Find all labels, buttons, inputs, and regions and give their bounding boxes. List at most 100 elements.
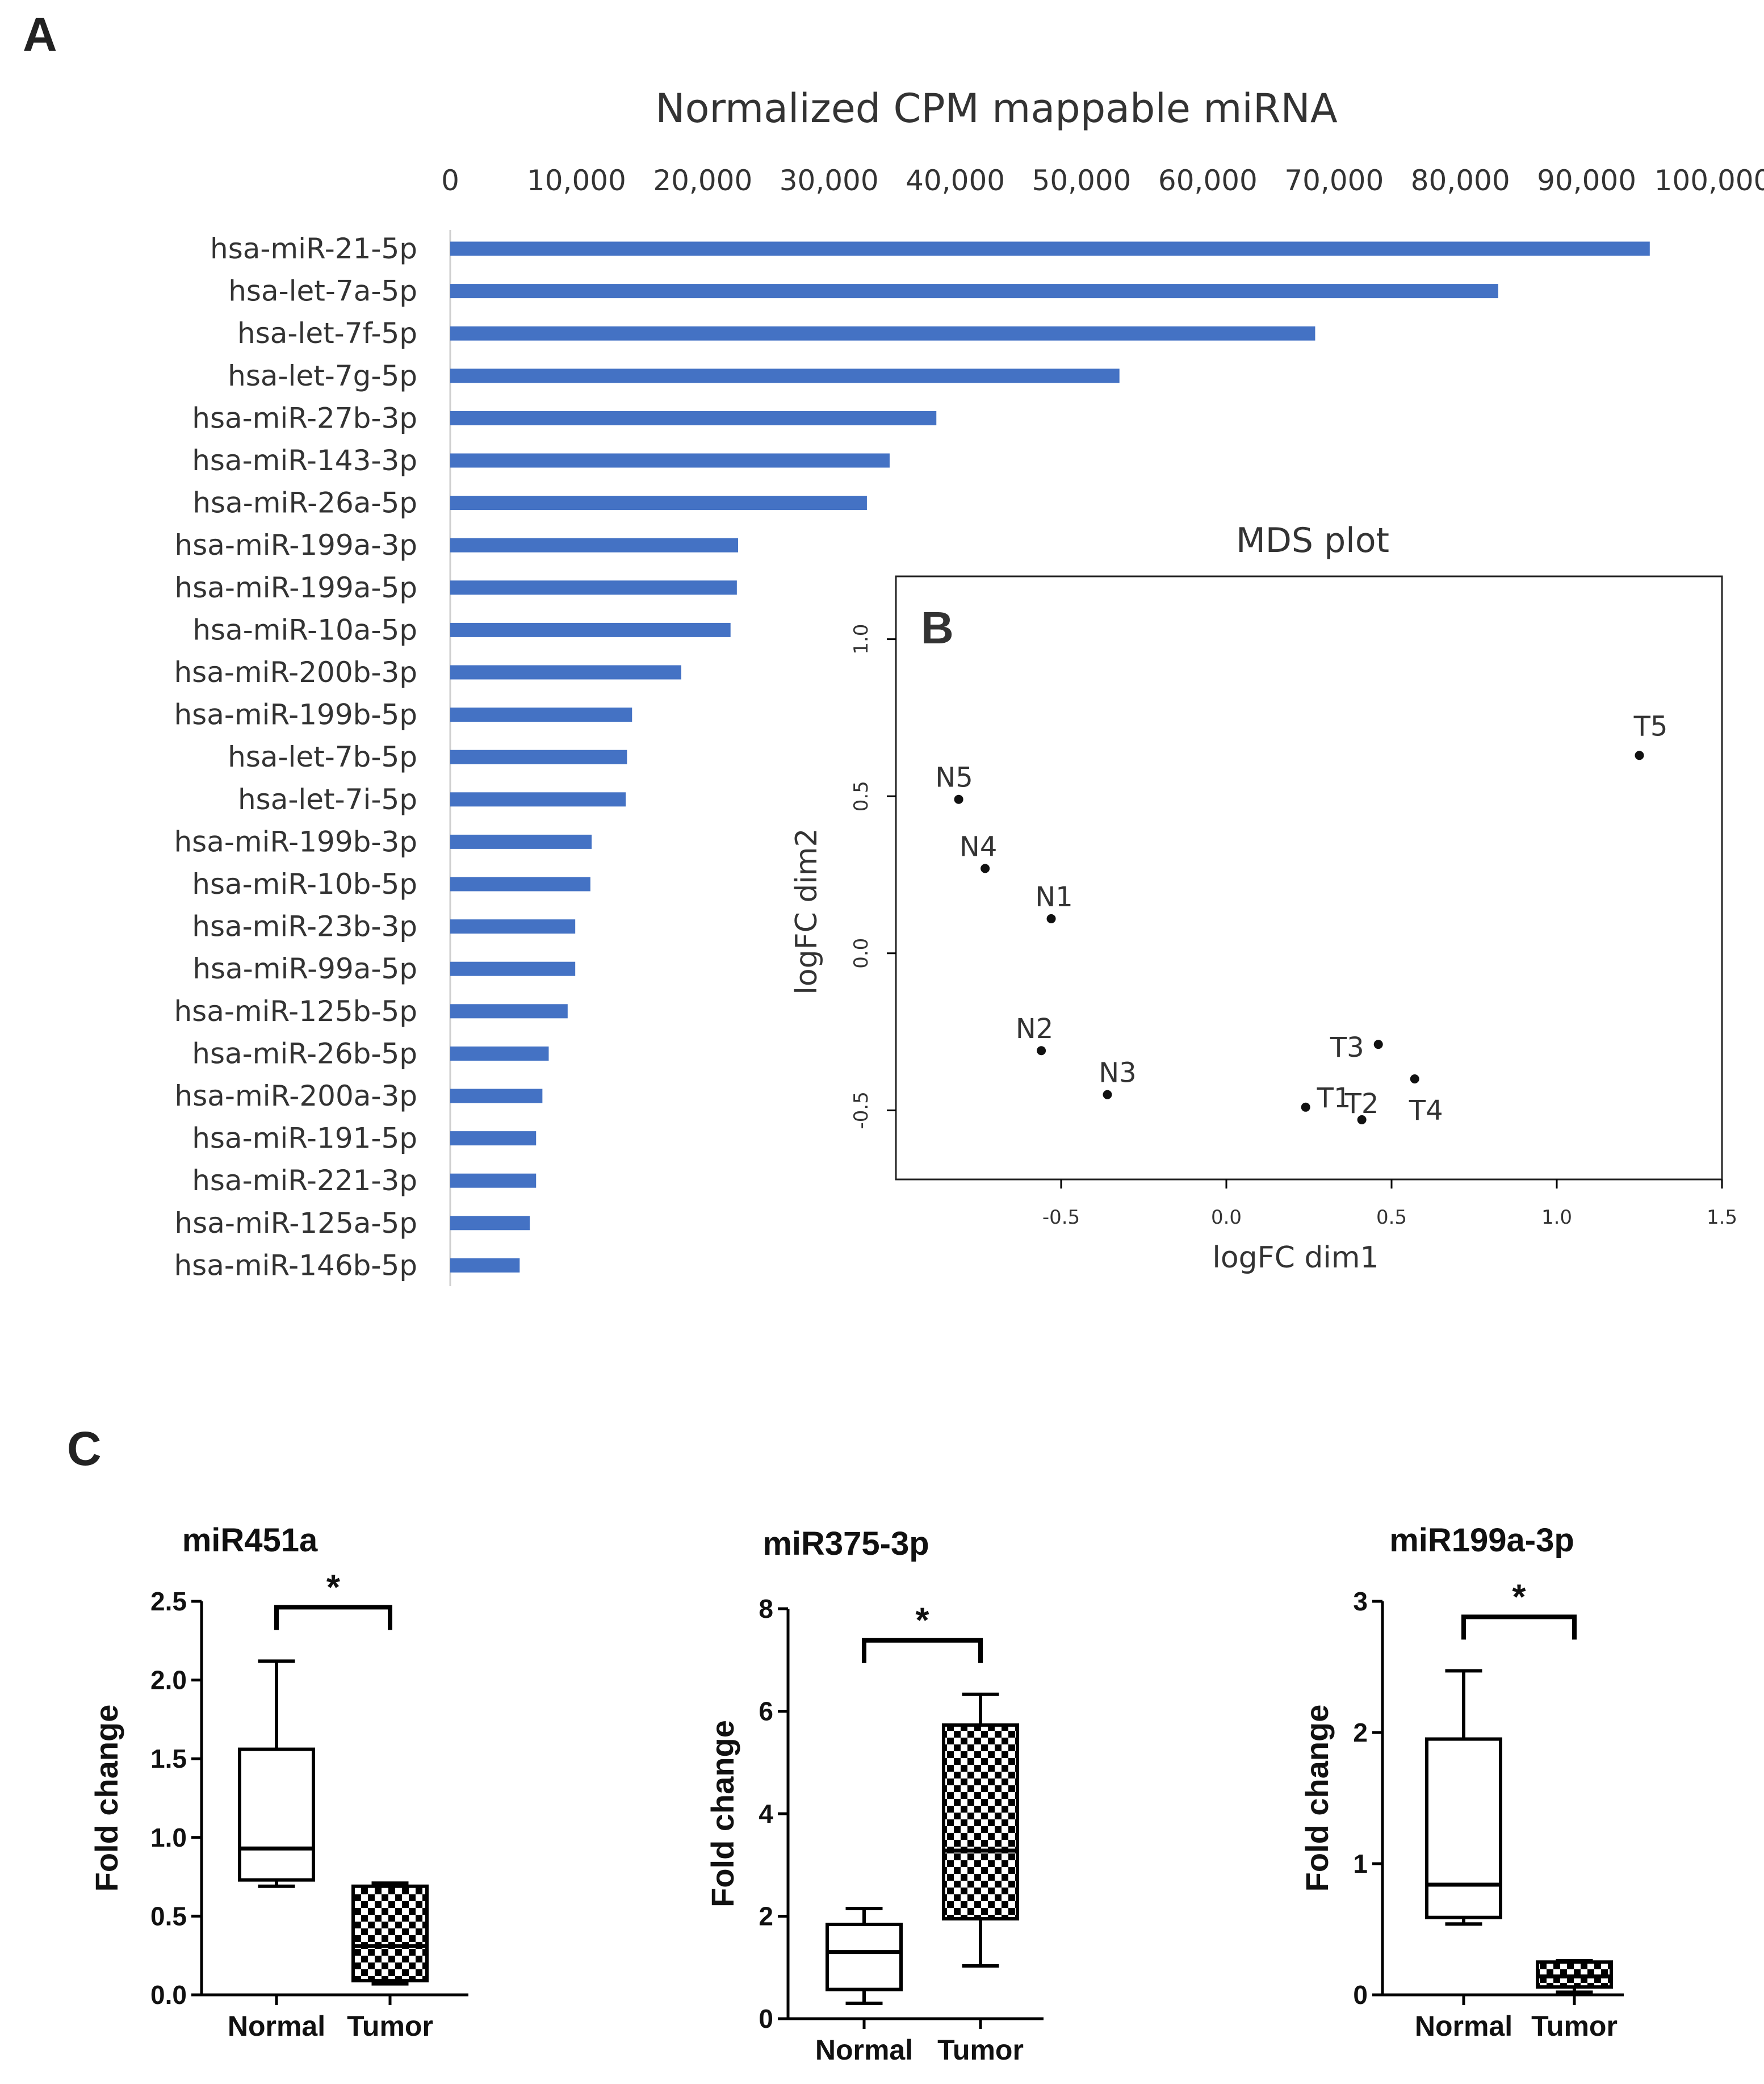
panel-label-a: A <box>23 8 57 61</box>
bar-hsa-miR-10a-5p <box>450 622 731 637</box>
mds-point-label: T3 <box>1330 1032 1364 1064</box>
bar-chart-category-label: hsa-let-7b-5p <box>228 740 417 773</box>
mds-x-tick-label: 0.5 <box>1376 1206 1407 1229</box>
mds-x-ticks: -0.5 0.0 0.5 1.0 1.5 <box>1042 1179 1737 1229</box>
boxplot-title: miR451a <box>182 1522 318 1559</box>
boxplot-mir375-3p: miR375-3p 0 2 4 6 8 Fold change Normal Tumor * <box>705 1525 1044 2066</box>
mds-y-tick-label: 1.0 <box>850 624 873 655</box>
mds-point-label: T5 <box>1633 710 1668 742</box>
bar-hsa-miR-125b-5p <box>450 1004 568 1019</box>
bar-hsa-miR-26b-5p <box>450 1046 549 1061</box>
bar-chart-category-label: hsa-miR-199a-3p <box>175 529 417 562</box>
boxplot-y-tick-label: 0.5 <box>150 1901 187 1931</box>
boxplot-y-axis-label: Fold change <box>89 1705 124 1892</box>
boxplot-y-tick-label: 3 <box>1353 1587 1368 1616</box>
bar-hsa-let-7i-5p <box>450 792 626 807</box>
boxplot-x-tick-label: Tumor <box>347 2010 433 2042</box>
panel-a-bar-chart: Normalized CPM mappable miRNA 0 10,000 20,… <box>174 85 1764 1286</box>
bar-chart-x-tick-label: 30,000 <box>780 164 879 197</box>
bar-chart-category-label: hsa-let-7i-5p <box>238 783 417 816</box>
bar-chart-category-label: hsa-let-7f-5p <box>237 317 417 350</box>
bar-hsa-miR-199a-5p <box>450 580 737 595</box>
mds-point-label: T2 <box>1344 1088 1379 1120</box>
panel-c-box-plots: miR451a 0.0 0.5 1.0 1.5 2.0 2.5 Fold change Norm… <box>89 1522 1624 2066</box>
bar-hsa-miR-27b-3p <box>450 411 937 425</box>
mds-point-T3 <box>1373 1040 1383 1049</box>
boxplot-x-tick-label: Normal <box>815 2034 913 2066</box>
boxplot-y-tick-label: 0 <box>759 2004 773 2033</box>
bar-chart-x-tick-label: 40,000 <box>906 164 1005 197</box>
mds-y-ticks: -0.5 0.0 0.5 1.0 <box>850 624 896 1129</box>
bar-chart-x-tick-label: 90,000 <box>1537 164 1636 197</box>
bar-chart-category-label: hsa-miR-125a-5p <box>175 1207 417 1240</box>
bar-hsa-let-7b-5p <box>450 750 627 764</box>
boxplot-y-tick-label: 1.0 <box>150 1823 187 1852</box>
bar-hsa-miR-10b-5p <box>450 877 590 892</box>
mds-x-tick-label: 0.0 <box>1211 1206 1242 1229</box>
mds-point-label: T1 <box>1317 1082 1351 1114</box>
bar-hsa-miR-26a-5p <box>450 496 867 510</box>
bar-chart-x-tick-label: 80,000 <box>1411 164 1510 197</box>
mds-point-label: T4 <box>1409 1095 1443 1127</box>
boxplot-title: miR375-3p <box>762 1525 929 1562</box>
bar-chart-category-label: hsa-miR-26a-5p <box>192 487 417 520</box>
panel-b-mds-plot: MDS plot B -0.5 0.0 0.5 1.0 1.5 -0.5 0.0 0.5 1.… <box>790 521 1737 1275</box>
mds-point-T2 <box>1357 1115 1367 1124</box>
bar-chart-category-label: hsa-miR-221-3p <box>192 1164 417 1197</box>
bar-hsa-miR-200a-3p <box>450 1089 543 1103</box>
bar-chart-title: Normalized CPM mappable miRNA <box>655 85 1338 132</box>
boxplot-mir451a: miR451a 0.0 0.5 1.0 1.5 2.0 2.5 Fold change Norm… <box>89 1522 468 2042</box>
boxplot-y-tick-label: 6 <box>759 1697 773 1726</box>
mds-plot-frame <box>895 575 1723 1181</box>
boxplot-y-tick-label: 4 <box>759 1799 773 1828</box>
boxplot-x-tick-label: Normal <box>1415 2010 1512 2042</box>
boxplot-y-tick-label: 2 <box>759 1902 773 1931</box>
bar-chart-x-ticks: 0 10,000 20,000 30,000 40,000 50,000 60,000 70,… <box>441 164 1764 197</box>
bar-chart-x-tick-label: 50,000 <box>1032 164 1132 197</box>
mds-point-T5 <box>1635 751 1644 760</box>
mds-title: MDS plot <box>1236 521 1389 560</box>
boxplot-y-tick-label: 2.5 <box>150 1587 187 1616</box>
boxplot-box-tumor <box>351 1884 429 1983</box>
boxplot-box-normal <box>238 1747 315 1882</box>
bar-hsa-miR-23b-3p <box>450 919 576 934</box>
bar-chart-category-label: hsa-miR-26b-5p <box>192 1037 417 1070</box>
bar-hsa-miR-143-3p <box>450 453 890 468</box>
bar-hsa-let-7a-5p <box>450 284 1498 299</box>
boxplot-y-tick-label: 2.0 <box>150 1665 187 1695</box>
mds-y-axis-label: logFC dim2 <box>790 828 824 994</box>
bar-chart-category-label: hsa-miR-125b-5p <box>174 995 417 1028</box>
boxplot-y-axis-label: Fold change <box>1299 1705 1335 1892</box>
mds-y-tick-label: -0.5 <box>850 1091 873 1129</box>
mds-point-T1 <box>1301 1102 1310 1112</box>
boxplot-y-tick-label: 8 <box>759 1594 773 1623</box>
bar-chart-bars <box>450 241 1650 1273</box>
mds-point-T4 <box>1410 1074 1419 1083</box>
panel-label-b: B <box>921 602 954 653</box>
bar-chart-category-label: hsa-miR-200b-3p <box>174 656 417 689</box>
boxplot-title: miR199a-3p <box>1389 1522 1574 1559</box>
bar-chart-category-label: hsa-let-7a-5p <box>228 275 417 308</box>
mds-point-N2 <box>1037 1046 1046 1056</box>
bar-chart-category-label: hsa-miR-200a-3p <box>175 1079 417 1112</box>
significance-bracket <box>862 1638 983 1663</box>
mds-x-tick-label: 1.5 <box>1707 1206 1737 1229</box>
significance-star: * <box>1512 1577 1526 1617</box>
mds-x-tick-label: 1.0 <box>1541 1206 1572 1229</box>
mds-point-N4 <box>981 864 990 873</box>
bar-hsa-let-7f-5p <box>450 326 1315 341</box>
bar-chart-x-tick-label: 100,000 <box>1654 164 1764 197</box>
mds-point-label: N3 <box>1099 1057 1136 1089</box>
bar-hsa-miR-99a-5p <box>450 961 576 976</box>
boxplot-y-tick-label: 0 <box>1353 1980 1368 2010</box>
mds-point-label: N2 <box>1016 1013 1053 1045</box>
panel-label-c: C <box>67 1422 102 1475</box>
boxplot-box-tumor <box>942 1723 1019 1921</box>
bar-chart-category-labels: hsa-miR-21-5p hsa-let-7a-5p hsa-let-7f-5p h… <box>174 232 417 1282</box>
boxplot-x-tick-label: Normal <box>228 2010 325 2042</box>
bar-chart-category-label: hsa-miR-23b-3p <box>192 910 417 943</box>
bar-chart-category-label: hsa-miR-143-3p <box>192 444 417 477</box>
bar-hsa-let-7g-5p <box>450 369 1120 383</box>
mds-point-N5 <box>954 794 963 804</box>
